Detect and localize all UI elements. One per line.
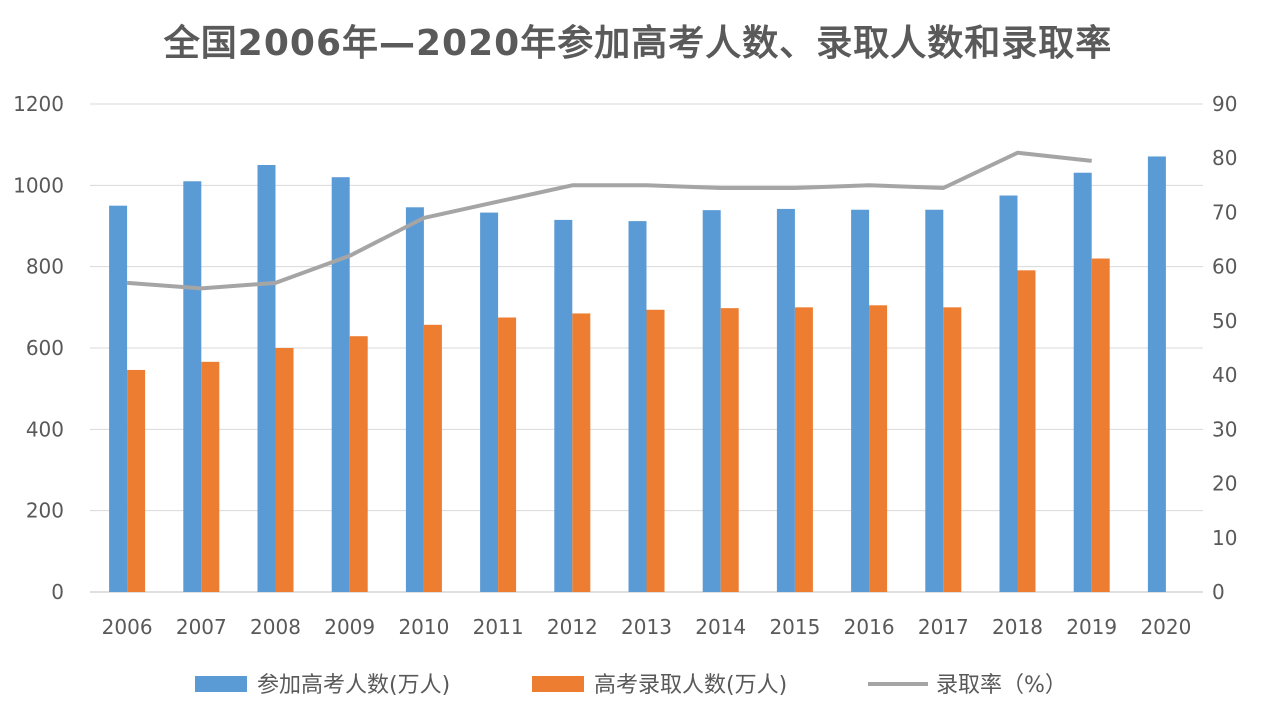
x-tick-label: 2013: [621, 615, 672, 639]
bar-admitted: [943, 307, 962, 592]
x-tick-label: 2009: [324, 615, 375, 639]
legend-label: 录取率（%）: [936, 673, 1067, 698]
y-right-tick-label: 60: [1212, 255, 1237, 279]
line-admission-rate: [126, 150, 1092, 291]
bar-candidates: [628, 221, 647, 592]
bar-candidates: [925, 209, 944, 592]
bar-admitted: [498, 317, 517, 592]
x-tick-label: 2016: [844, 615, 895, 639]
x-tick-label: 2019: [1066, 615, 1117, 639]
y-right-tick-label: 40: [1212, 363, 1237, 387]
y-right-tick-label: 50: [1212, 309, 1237, 333]
y-right-tick-label: 70: [1212, 200, 1237, 224]
bar-candidates: [183, 181, 202, 592]
bar-admitted: [869, 305, 888, 592]
bar-candidates: [480, 212, 499, 592]
bar-candidates: [702, 210, 721, 592]
y-left-tick-label: 1000: [13, 173, 64, 197]
bar-candidates: [1073, 172, 1092, 592]
legend-label: 参加高考人数(万人): [257, 673, 450, 698]
bar-candidates: [109, 205, 128, 592]
x-tick-label: 2011: [473, 615, 524, 639]
legend-swatch: [532, 676, 584, 692]
x-tick-label: 2007: [176, 615, 227, 639]
bar-admitted: [423, 324, 442, 592]
chart-title: 全国2006年—2020年参加高考人数、录取人数和录取率: [163, 23, 1113, 64]
y-left-tick-label: 400: [26, 417, 64, 441]
x-tick-label: 2014: [695, 615, 746, 639]
x-tick-label: 2015: [769, 615, 820, 639]
y-left-tick-label: 0: [51, 580, 64, 604]
x-tick-label: 2008: [250, 615, 301, 639]
bar-candidates: [554, 219, 573, 592]
y-left-tick-label: 1200: [13, 92, 64, 116]
y-right-tick-label: 30: [1212, 417, 1237, 441]
y-right-tick-label: 80: [1212, 146, 1237, 170]
bar-admitted: [201, 361, 220, 592]
y-right-tick-label: 90: [1212, 92, 1237, 116]
x-tick-label: 2010: [398, 615, 449, 639]
bar-candidates: [776, 208, 795, 593]
bar-admitted: [720, 308, 739, 592]
x-tick-label: 2020: [1140, 615, 1191, 639]
y-left-tick-label: 200: [26, 499, 64, 523]
y-right-tick-label: 10: [1212, 526, 1237, 550]
x-tick-label: 2017: [918, 615, 969, 639]
bar-admitted: [1017, 270, 1036, 592]
legend-label: 高考录取人数(万人): [594, 673, 787, 698]
y-right-tick-label: 20: [1212, 472, 1237, 496]
bar-admitted: [349, 336, 368, 592]
y-left-tick-label: 800: [26, 255, 64, 279]
bar-admitted: [275, 348, 294, 592]
legend-swatch: [195, 676, 247, 692]
bar-admitted: [646, 309, 665, 592]
bar-candidates: [1147, 156, 1166, 592]
bar-candidates: [257, 165, 276, 592]
y-right-tick-label: 0: [1212, 580, 1225, 604]
x-tick-label: 2012: [547, 615, 598, 639]
bar-candidates: [405, 207, 424, 592]
bar-admitted: [1091, 258, 1110, 592]
x-tick-label: 2018: [992, 615, 1043, 639]
y-left-tick-label: 600: [26, 336, 64, 360]
bar-admitted: [127, 369, 146, 592]
bar-admitted: [572, 313, 591, 592]
x-tick-label: 2006: [102, 615, 153, 639]
bar-admitted: [794, 307, 813, 592]
bar-candidates: [851, 209, 870, 592]
bar-candidates: [331, 177, 350, 592]
bar-candidates: [999, 195, 1018, 592]
